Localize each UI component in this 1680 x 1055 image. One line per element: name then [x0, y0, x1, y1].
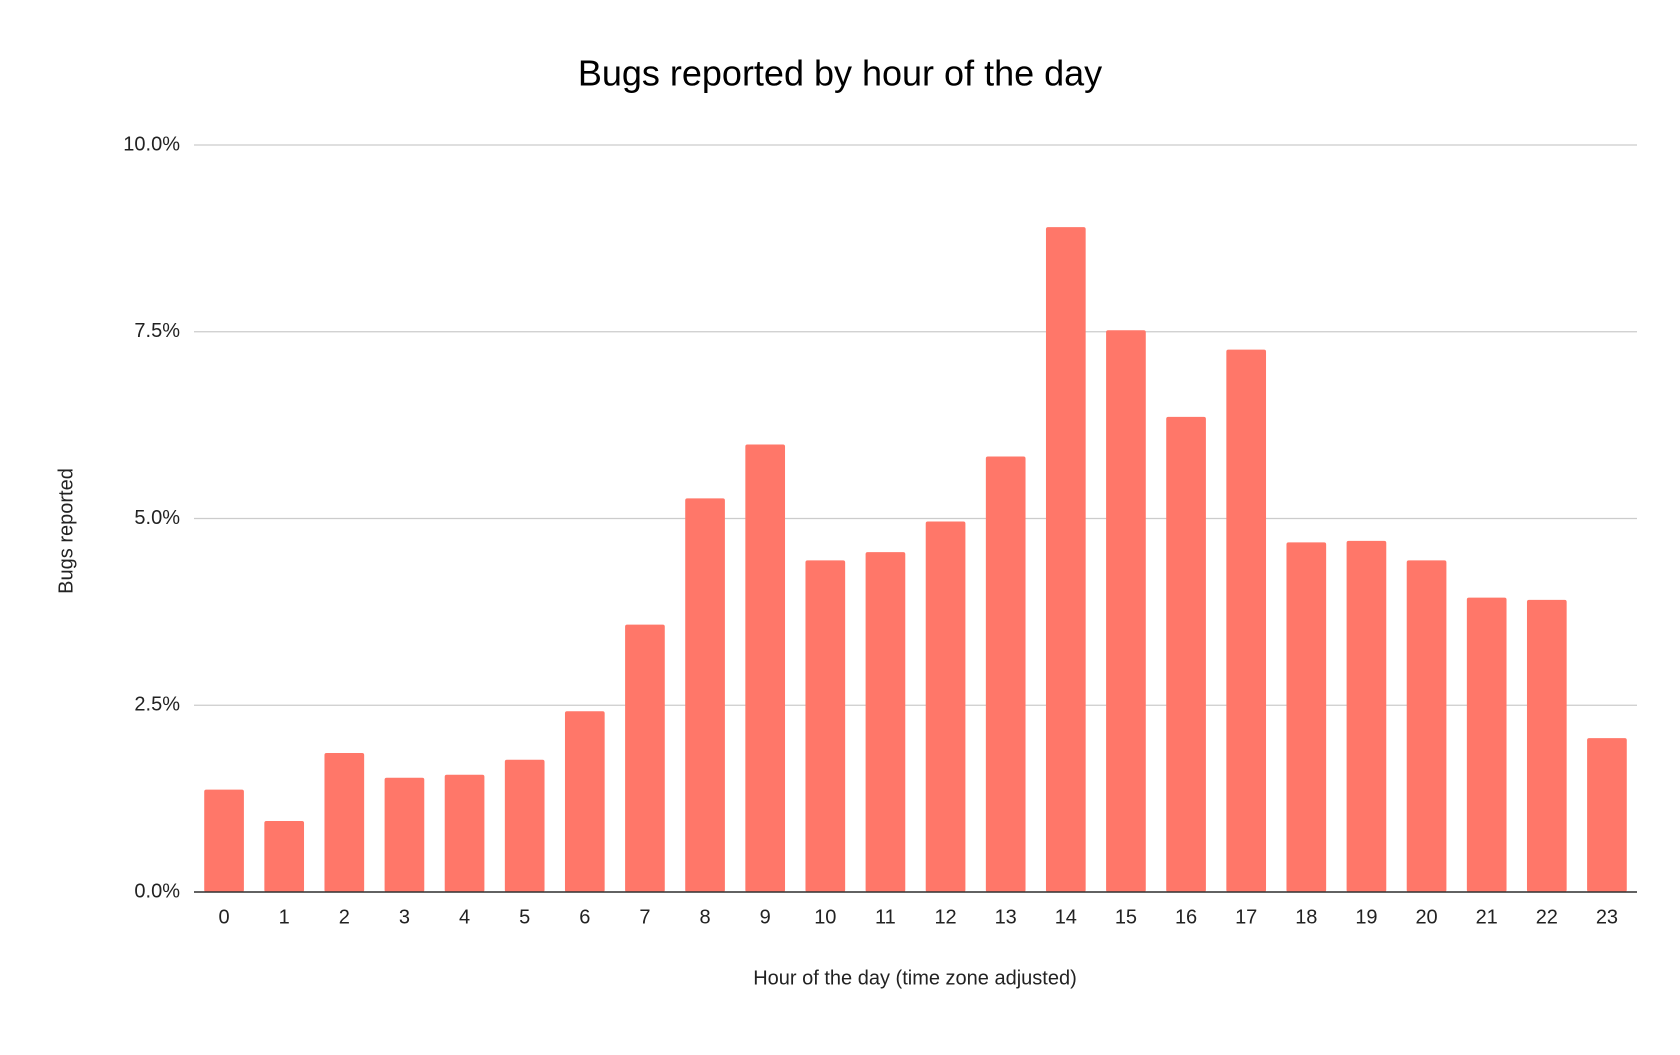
x-tick-label: 20 — [1415, 906, 1437, 928]
bar — [1226, 349, 1267, 893]
y-tick-label: 5.0% — [134, 507, 180, 529]
bar — [925, 521, 966, 892]
x-tick-label: 8 — [700, 906, 711, 928]
bar — [865, 552, 906, 892]
x-tick-label: 1 — [279, 906, 290, 928]
bar — [1526, 599, 1567, 892]
x-tick-label: 17 — [1235, 906, 1257, 928]
bar — [1045, 227, 1086, 893]
bar — [745, 444, 786, 892]
x-tick-label: 9 — [760, 906, 771, 928]
x-tick-label: 5 — [519, 906, 530, 928]
bar — [1106, 330, 1146, 893]
x-tick-label: 15 — [1115, 906, 1137, 928]
bar — [625, 624, 665, 892]
bar — [685, 498, 725, 892]
x-tick-label: 12 — [934, 906, 956, 928]
y-tick-label: 0.0% — [134, 880, 180, 902]
bar — [985, 456, 1026, 892]
x-tick-label: 19 — [1355, 906, 1377, 928]
x-axis-label: Hour of the day (time zone adjusted) — [753, 967, 1077, 989]
x-tick-label: 22 — [1536, 906, 1558, 928]
x-tick-label: 21 — [1476, 906, 1498, 928]
y-tick-label: 7.5% — [134, 320, 180, 342]
x-tick-label: 0 — [219, 906, 230, 928]
bar — [384, 777, 425, 892]
x-tick-label: 3 — [399, 906, 410, 928]
chart-title: Bugs reported by hour of the day — [578, 53, 1102, 94]
bar — [504, 759, 545, 892]
bar — [204, 789, 244, 892]
bar — [1286, 542, 1327, 892]
bar — [324, 753, 365, 892]
y-tick-label: 2.5% — [134, 694, 180, 716]
bar — [1587, 738, 1627, 892]
x-tick-label: 7 — [639, 906, 650, 928]
bar — [805, 560, 846, 892]
x-tick-label: 18 — [1295, 906, 1317, 928]
x-tick-label: 23 — [1596, 906, 1618, 928]
x-tick-label: 14 — [1055, 906, 1077, 928]
bar — [444, 774, 485, 892]
y-axis-label: Bugs reported — [55, 468, 77, 594]
x-tick-label: 11 — [875, 906, 896, 928]
bar — [564, 711, 605, 892]
bar — [1466, 597, 1507, 892]
x-tick-label: 13 — [995, 906, 1017, 928]
bar — [1406, 560, 1447, 892]
x-tick-label: 10 — [814, 906, 836, 928]
x-tick-label: 2 — [339, 906, 350, 928]
x-tick-label: 4 — [459, 906, 470, 928]
bar — [264, 821, 305, 892]
bar — [1346, 540, 1387, 892]
x-tick-label: 16 — [1175, 906, 1197, 928]
x-tick-label: 6 — [579, 906, 590, 928]
bar — [1166, 416, 1206, 892]
y-tick-label: 10.0% — [123, 133, 180, 155]
